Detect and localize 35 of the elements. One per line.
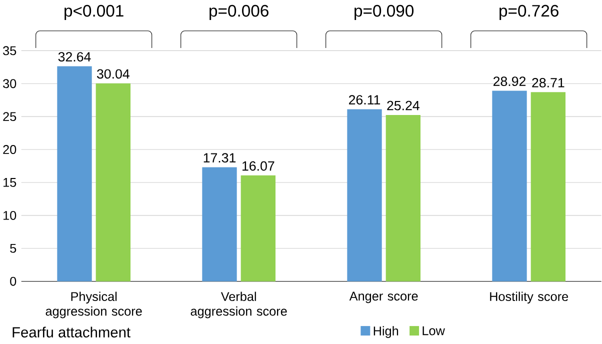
- text: p<0.001: [64, 4, 124, 20]
- bar: [530, 92, 566, 282]
- data-label: 28.71: [532, 78, 564, 88]
- bar: [492, 90, 527, 282]
- data-label: 16.07: [242, 161, 274, 171]
- y-tick-label: 0: [10, 276, 16, 286]
- legend-label: Low: [422, 326, 445, 336]
- data-label: 17.31: [204, 153, 236, 163]
- bar: [202, 167, 237, 282]
- data-label: 25.24: [387, 100, 420, 110]
- text: p=0.006: [210, 4, 268, 20]
- data-label: 28.92: [493, 76, 526, 86]
- y-tick-label: 25: [3, 112, 16, 122]
- text: p=0.726: [500, 4, 558, 20]
- legend-label: High: [374, 326, 398, 338]
- bar: [386, 114, 421, 282]
- x-tick-label: Verbal aggression score: [190, 292, 287, 318]
- y-tick-label: 5: [10, 244, 16, 253]
- y-tick-label: 35: [3, 46, 16, 56]
- x-tick-label: Anger score: [349, 292, 418, 304]
- legend-title: Fearfu attachment: [12, 326, 130, 338]
- y-tick-label: 20: [3, 145, 16, 154]
- y-tick-label: 15: [4, 178, 16, 187]
- x-tick-label: Hostility score: [490, 292, 568, 304]
- data-label: 32.64: [58, 52, 91, 62]
- y-tick-label: 10: [4, 210, 16, 220]
- data-label: 30.04: [96, 69, 130, 79]
- bar: [96, 83, 131, 282]
- data-label: 26.11: [348, 95, 380, 105]
- bar: [240, 175, 276, 282]
- bar: [57, 66, 92, 282]
- y-tick-label: 30: [3, 79, 16, 88]
- x-tick-label: Physical aggression score: [46, 292, 142, 318]
- text: p=0.090: [354, 4, 414, 20]
- bar: [347, 109, 382, 282]
